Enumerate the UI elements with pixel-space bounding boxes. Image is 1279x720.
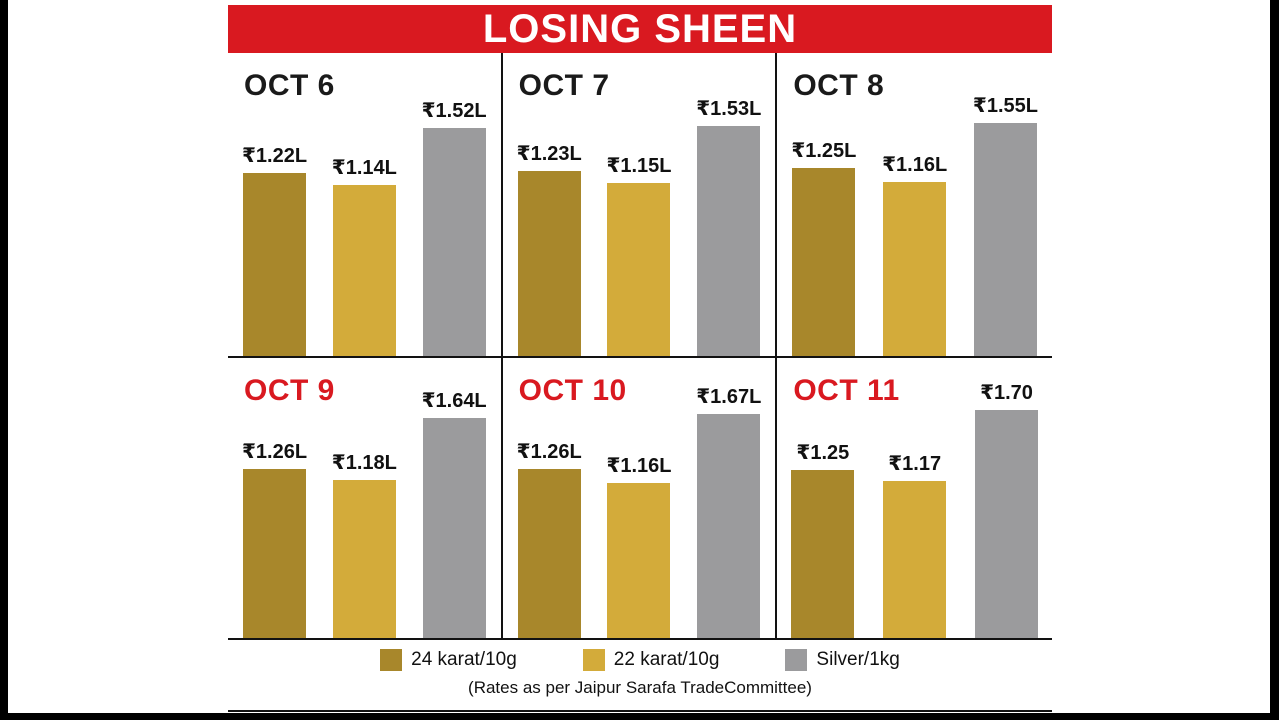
bar-silver-bar (973, 123, 1037, 356)
bar-value-label: ₹1.17 (888, 453, 942, 475)
bar-group: ₹1.26L ₹1.18L ₹1.64L (242, 388, 487, 638)
bar-24karat: ₹1.25 (791, 440, 855, 638)
bar-value-label: ₹1.67L (696, 386, 762, 408)
bar-22karat: ₹1.17 (883, 451, 947, 638)
panel-oct-6: OCT 6 ₹1.22L ₹1.14L ₹1.52L (228, 53, 503, 358)
left-black-border (0, 0, 8, 720)
legend: 24 karat/10g 22 karat/10g Silver/1kg (228, 649, 1052, 671)
bar-group: ₹1.25 ₹1.17 ₹1.70 (791, 380, 1038, 638)
panel-date: OCT 6 (244, 69, 335, 102)
bar-silver: ₹1.52L (422, 98, 487, 356)
bar-value-label: ₹1.55L (972, 95, 1038, 117)
bar-silver: ₹1.70 (974, 380, 1038, 638)
bar-22karat-bar (883, 481, 947, 638)
legend-swatch-silver (785, 649, 808, 671)
bar-22karat: ₹1.16L (606, 453, 672, 638)
panel-oct-9: OCT 9 ₹1.26L ₹1.18L ₹1.64L (228, 358, 503, 640)
legend-item-24karat: 24 karat/10g (380, 649, 517, 671)
right-black-border (1270, 0, 1279, 720)
bar-value-label: ₹1.26L (516, 441, 582, 463)
panel-date: OCT 9 (244, 374, 335, 407)
legend-item-silver: Silver/1kg (785, 649, 900, 671)
bar-24karat-bar (517, 469, 581, 638)
bar-value-label: ₹1.64L (421, 390, 487, 412)
bar-group: ₹1.22L ₹1.14L ₹1.52L (242, 98, 487, 356)
bar-24karat: ₹1.22L (242, 143, 307, 356)
legend-label: 24 karat/10g (411, 649, 517, 670)
bar-22karat-bar (332, 480, 396, 638)
bar-group: ₹1.23L ₹1.15L ₹1.53L (517, 96, 762, 356)
panel-date: OCT 10 (518, 374, 627, 407)
legend-label: 22 karat/10g (613, 649, 720, 670)
panel-oct-7: OCT 7 ₹1.23L ₹1.15L ₹1.53L (502, 53, 778, 358)
bar-silver: ₹1.53L (696, 96, 761, 356)
legend-swatch-24karat (380, 649, 403, 671)
panel-date: OCT 7 (518, 69, 610, 102)
legend-swatch-22karat (582, 649, 605, 671)
bar-22karat: ₹1.14L (332, 155, 397, 356)
panel-oct-11: OCT 11 ₹1.25 ₹1.17 ₹1.70 (777, 358, 1052, 640)
bar-value-label: ₹1.18L (331, 452, 397, 474)
bar-value-label: ₹1.25 (796, 442, 850, 464)
bar-silver: ₹1.67L (696, 384, 761, 638)
bar-value-label: ₹1.15L (606, 155, 672, 177)
bar-24karat-bar (791, 470, 855, 638)
infographic: LOSING SHEEN OCT 6 ₹1.22L ₹1.14L ₹1.52L (228, 5, 1052, 712)
bar-silver-bar (974, 410, 1038, 638)
bar-silver-bar (697, 126, 761, 356)
bar-24karat: ₹1.26L (517, 439, 582, 638)
bar-value-label: ₹1.16L (606, 455, 672, 477)
page-title: LOSING SHEEN (482, 6, 798, 51)
bar-group: ₹1.26L ₹1.16L ₹1.67L (517, 384, 762, 638)
panel-date: OCT 11 (793, 374, 900, 407)
source-note: (Rates as per Jaipur Sarafa TradeCommitt… (468, 678, 812, 697)
bar-22karat: ₹1.16L (882, 152, 947, 356)
panel-oct-10: OCT 10 ₹1.26L ₹1.16L ₹1.67L (502, 358, 778, 640)
panel-oct-8: OCT 8 ₹1.25L ₹1.16L ₹1.55L (777, 53, 1052, 358)
bar-value-label: ₹1.25L (791, 140, 857, 162)
chart-footer: 24 karat/10g 22 karat/10g Silver/1kg (Ra… (228, 640, 1052, 712)
bar-24karat-bar (517, 171, 581, 356)
panel-date: OCT 8 (793, 69, 885, 102)
bar-value-label: ₹1.52L (421, 100, 487, 122)
chart-grid: OCT 6 ₹1.22L ₹1.14L ₹1.52L OCT 7 (228, 53, 1052, 640)
bar-value-label: ₹1.22L (242, 145, 308, 167)
bar-24karat: ₹1.25L (791, 138, 856, 356)
bar-24karat: ₹1.23L (517, 141, 582, 356)
bar-value-label: ₹1.23L (516, 143, 582, 165)
bar-22karat-bar (607, 483, 671, 638)
bar-22karat: ₹1.18L (332, 450, 397, 638)
bar-22karat-bar (332, 185, 396, 356)
bar-value-label: ₹1.70 (980, 382, 1033, 404)
bar-silver: ₹1.55L (973, 93, 1038, 356)
bar-22karat-bar (883, 182, 947, 356)
legend-item-22karat: 22 karat/10g (582, 649, 720, 671)
bar-silver-bar (422, 418, 486, 638)
bar-group: ₹1.25L ₹1.16L ₹1.55L (791, 93, 1038, 356)
bar-24karat-bar (792, 168, 856, 356)
bar-value-label: ₹1.16L (882, 154, 948, 176)
legend-label: Silver/1kg (816, 649, 900, 670)
bar-value-label: ₹1.53L (696, 98, 762, 120)
bar-silver-bar (697, 414, 761, 638)
bar-24karat: ₹1.26L (242, 439, 307, 638)
header: LOSING SHEEN (228, 5, 1052, 53)
bar-silver: ₹1.64L (422, 388, 487, 638)
bottom-black-border (0, 713, 1279, 720)
bar-24karat-bar (243, 469, 307, 638)
bar-value-label: ₹1.14L (331, 157, 397, 179)
bar-value-label: ₹1.26L (242, 441, 308, 463)
bar-24karat-bar (243, 173, 307, 356)
bar-silver-bar (422, 128, 486, 356)
bar-22karat: ₹1.15L (606, 153, 672, 356)
bar-22karat-bar (607, 183, 671, 356)
